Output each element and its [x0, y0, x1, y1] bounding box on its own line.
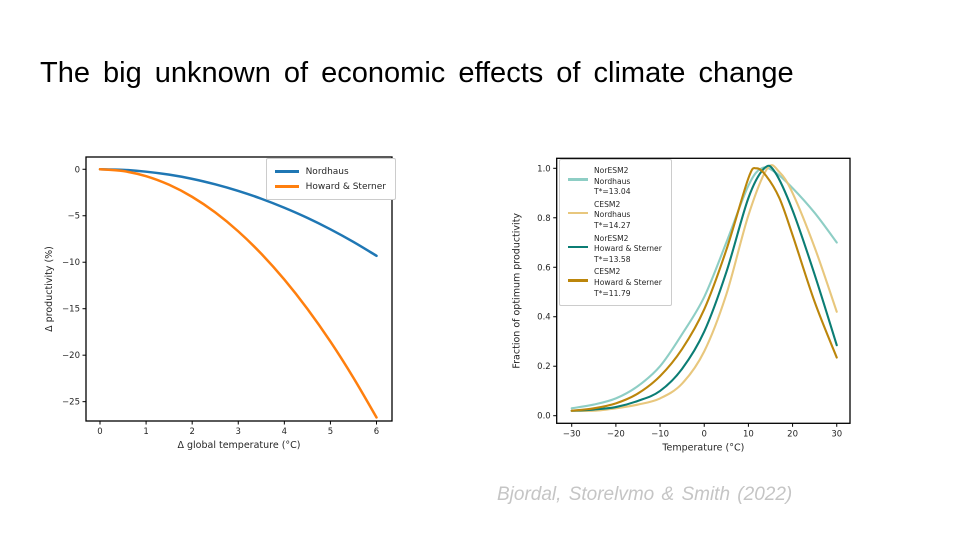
legend-label: Nordhaus: [305, 166, 349, 177]
series-line-nordhaus: [98, 168, 378, 258]
legend-entry: Howard & Sterner: [274, 179, 386, 194]
x-axis-label: Temperature (°C): [661, 442, 744, 453]
series-line-cesm2-howard-sterner-t-11-79: [570, 166, 838, 412]
y-tick-label: 0.2: [537, 362, 551, 372]
plot-frame: [85, 156, 393, 422]
x-tick-label: 0: [702, 429, 707, 439]
legend-label: CESM2 Nordhaus T*=14.27: [594, 199, 631, 230]
slide-title: The big unknown of economic effects of c…: [40, 57, 794, 89]
y-tick-label: −20: [62, 351, 80, 361]
x-tick-label: 2: [189, 427, 194, 437]
legend-line-swatch: [274, 170, 299, 173]
y-axis-label: Fraction of optimum productivity: [512, 213, 523, 369]
x-tick-label: 6: [374, 427, 379, 437]
x-tick-label: −20: [607, 429, 625, 439]
x-tick-label: 0: [97, 427, 102, 437]
right-chart-figure: −30 −20 −10 0 10 20 30 0.0 0.2 0.4 0.6 0.8 1.0 Temper…: [498, 130, 858, 455]
y-tick-label: 0.8: [537, 214, 551, 224]
x-tick-label: 4: [282, 427, 287, 437]
legend-entry: CESM2 Nordhaus T*=14.27: [568, 200, 662, 232]
y-tick-label: 1.0: [537, 164, 551, 174]
citation-text: Bjordal, Storelvmo & Smith (2022): [497, 484, 793, 505]
y-tick-label: −5: [67, 212, 80, 222]
x-tick-label: 30: [831, 429, 842, 439]
legend-line-swatch: [568, 211, 588, 215]
legend-line-swatch: [568, 178, 588, 181]
left-chart-legend: Nordhaus Howard & Sterner: [265, 158, 396, 200]
y-tick-label: 0: [75, 165, 80, 175]
y-axis-label: Δ productivity (%): [44, 246, 55, 332]
series-line-noresm2-howard-sterner-t-13-58: [570, 164, 838, 412]
x-axis-label: Δ global temperature (°C): [177, 440, 300, 451]
legend-label: NorESM2 Nordhaus T*=13.04: [594, 166, 631, 197]
x-tick-label: 1: [143, 427, 148, 437]
x-tick-label: −10: [651, 429, 669, 439]
optimum-productivity-chart: −30 −20 −10 0 10 20 30 0.0 0.2 0.4 0.6 0.8 1.0 Temper…: [512, 157, 851, 453]
y-tick-label: −15: [62, 305, 80, 315]
left-chart-figure: 0 1 2 3 4 5 6 0 −5 −10 −15 −20 −25 Δ global temperatu…: [38, 130, 400, 455]
series-line-noresm2-nordhaus-t-13-04: [570, 166, 838, 410]
plot-frame: [556, 157, 851, 424]
legend-label: CESM2 Howard & Sterner T*=11.79: [594, 267, 662, 298]
legend-entry: Nordhaus: [274, 164, 386, 179]
x-tick-label: 5: [328, 427, 333, 437]
y-tick-label: 0.4: [537, 313, 551, 323]
x-tick-label: 20: [787, 429, 798, 439]
legend-label: Howard & Sterner: [305, 181, 386, 192]
x-tick-label: 10: [743, 429, 754, 439]
x-tick-label: −30: [563, 429, 581, 439]
y-tick-label: −10: [62, 258, 80, 268]
legend-entry: NorESM2 Nordhaus T*=13.04: [568, 166, 662, 198]
legend-line-swatch: [568, 245, 588, 249]
legend-entry: CESM2 Howard & Sterner T*=11.79: [568, 267, 662, 299]
y-tick-label: 0.6: [537, 263, 551, 273]
legend-label: NorESM2 Howard & Sterner T*=13.58: [594, 233, 662, 264]
series-line-howard-sterner: [98, 168, 378, 419]
y-tick-label: −25: [62, 398, 80, 408]
legend-line-swatch: [274, 185, 299, 188]
x-tick-label: 3: [236, 427, 241, 437]
right-chart-legend: NorESM2 Nordhaus T*=13.04 CESM2 Nordhaus T*=1…: [559, 159, 672, 307]
damage-function-chart: 0 1 2 3 4 5 6 0 −5 −10 −15 −20 −25 Δ global temperatu…: [44, 156, 393, 451]
legend-entry: NorESM2 Howard & Sterner T*=13.58: [568, 234, 662, 266]
y-tick-label: 0.0: [537, 412, 551, 422]
series-line-cesm2-nordhaus-t-14-27: [570, 164, 838, 412]
legend-line-swatch: [568, 279, 588, 282]
